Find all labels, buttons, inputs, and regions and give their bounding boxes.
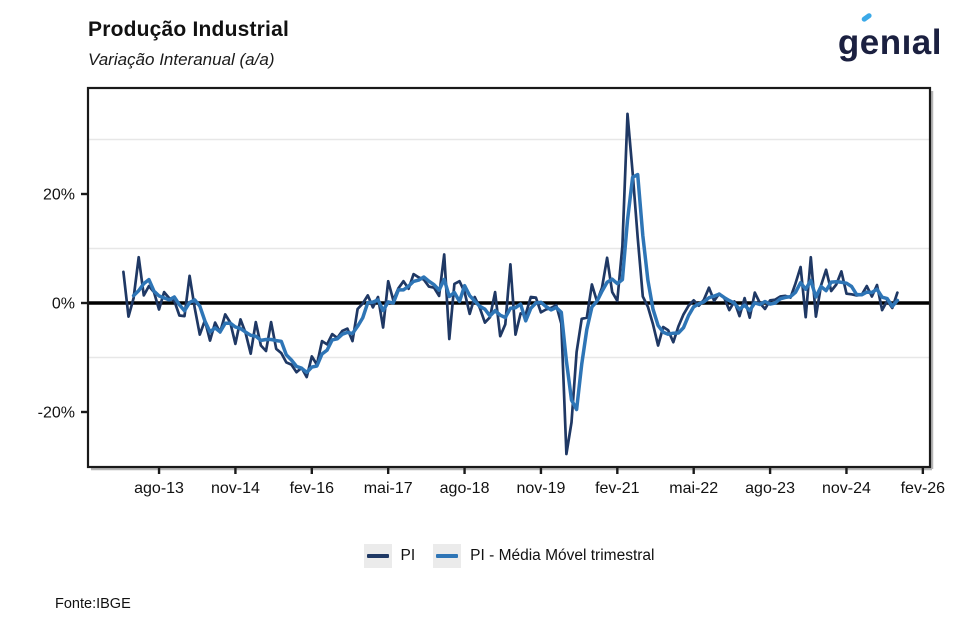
x-tick-label: ago-18 xyxy=(440,480,490,497)
x-tick-label: nov-14 xyxy=(211,480,260,497)
chart-subtitle: Variação Interanual (a/a) xyxy=(88,50,275,69)
y-tick-label: -20% xyxy=(38,405,75,422)
x-tick-label: mai-17 xyxy=(364,480,413,497)
legend-label-media-movel: PI - Média Móvel trimestral xyxy=(470,547,655,564)
y-tick-label: 0% xyxy=(52,296,75,313)
legend-item-media-movel: PI - Média Móvel trimestral xyxy=(433,544,654,568)
x-tick-label: fev-26 xyxy=(901,480,946,497)
legend-key-pi xyxy=(363,544,392,568)
pi-line xyxy=(122,112,899,456)
x-tick-label: nov-24 xyxy=(822,480,871,497)
x-tick-label: ago-13 xyxy=(134,480,184,497)
panel-border xyxy=(86,86,932,469)
legend-label-pi: PI xyxy=(400,547,416,564)
media-movel-line-swatch-icon xyxy=(436,554,459,558)
x-tick-label: mai-22 xyxy=(669,480,718,497)
legend-key-media-movel xyxy=(433,544,462,568)
pi-line-swatch-icon xyxy=(366,554,389,558)
x-tick-label: fev-16 xyxy=(290,480,335,497)
genial-wordmark: genıal xyxy=(837,22,942,62)
x-tick-label: nov-19 xyxy=(516,480,565,497)
x-tick-label: ago-23 xyxy=(745,480,795,497)
legend: PI PI - Média Móvel trimestral xyxy=(88,540,930,572)
chart-title: Produção Industrial xyxy=(88,18,289,41)
legend-item-pi: PI xyxy=(363,544,416,568)
y-tick-label: 20% xyxy=(43,187,75,204)
genial-logo: genıal xyxy=(837,12,942,68)
source-note: Fonte:IBGE xyxy=(55,596,131,612)
media-movel-line xyxy=(131,172,900,412)
x-tick-label: fev-21 xyxy=(595,480,640,497)
